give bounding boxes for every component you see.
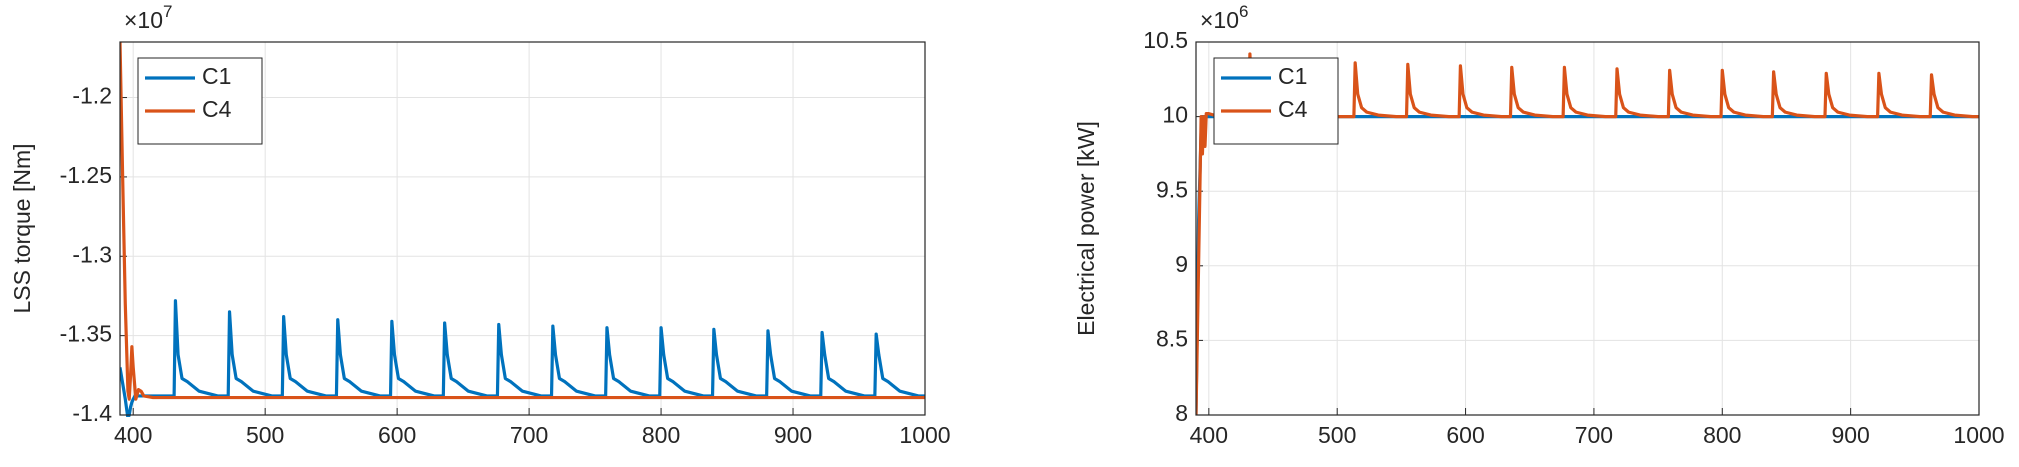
y-tick-label: -1.35 — [60, 321, 112, 347]
legend-label: C4 — [1278, 96, 1308, 122]
x-tick-label: 700 — [510, 422, 548, 448]
y-tick-label: 8.5 — [1156, 325, 1188, 351]
legend-box — [1213, 57, 1339, 145]
y-axis-label: Electrical power [kW] — [1073, 121, 1099, 336]
y-tick-label: 8 — [1175, 400, 1188, 426]
y-tick-label: 10.5 — [1143, 27, 1188, 53]
subplot: 400 500 600 700 800 900 1000 -1.4 -1.35 -1.3 -1.25… — [9, 2, 951, 448]
legend-box — [137, 57, 263, 145]
legend-label: C1 — [1278, 63, 1307, 89]
y-tick-label: 9 — [1175, 251, 1188, 277]
y-tick-label: -1.4 — [72, 400, 112, 426]
x-tick-label: 600 — [1446, 422, 1484, 448]
legend-label: C4 — [202, 96, 232, 122]
x-tick-label: 800 — [642, 422, 680, 448]
subplot: 400 500 600 700 800 900 1000 8 8.5 9 9.5 10 10.5 ×106… — [1073, 2, 2005, 448]
x-tick-label: 500 — [246, 422, 284, 448]
legend-label: C1 — [202, 63, 231, 89]
y-scale-base: ×10 — [1200, 7, 1239, 33]
x-tick-label: 700 — [1575, 422, 1613, 448]
x-tick-label: 600 — [378, 422, 416, 448]
x-tick-label: 500 — [1318, 422, 1356, 448]
y-tick-label: -1.25 — [60, 162, 112, 188]
y-scale-exponent: 6 — [1239, 2, 1248, 21]
y-tick-label: -1.2 — [72, 83, 112, 109]
y-tick-label: -1.3 — [72, 241, 112, 267]
y-axis-label: LSS torque [Nm] — [9, 143, 35, 313]
y-tick-label: 9.5 — [1156, 176, 1188, 202]
axes-frame — [119, 41, 926, 416]
axes-frame — [1195, 41, 1980, 416]
y-tick-label: 10 — [1162, 102, 1188, 128]
x-tick-label: 400 — [1190, 422, 1228, 448]
y-scale-factor: ×107 — [124, 2, 172, 33]
x-tick-label: 1000 — [899, 422, 950, 448]
x-tick-label: 1000 — [1953, 422, 2004, 448]
x-tick-label: 800 — [1703, 422, 1741, 448]
y-scale-exponent: 7 — [163, 2, 172, 21]
x-tick-label: 900 — [774, 422, 812, 448]
x-tick-label: 400 — [114, 422, 152, 448]
x-tick-label: 900 — [1831, 422, 1869, 448]
y-scale-factor: ×106 — [1200, 2, 1248, 33]
data-line — [120, 41, 925, 401]
y-scale-base: ×10 — [124, 7, 163, 33]
